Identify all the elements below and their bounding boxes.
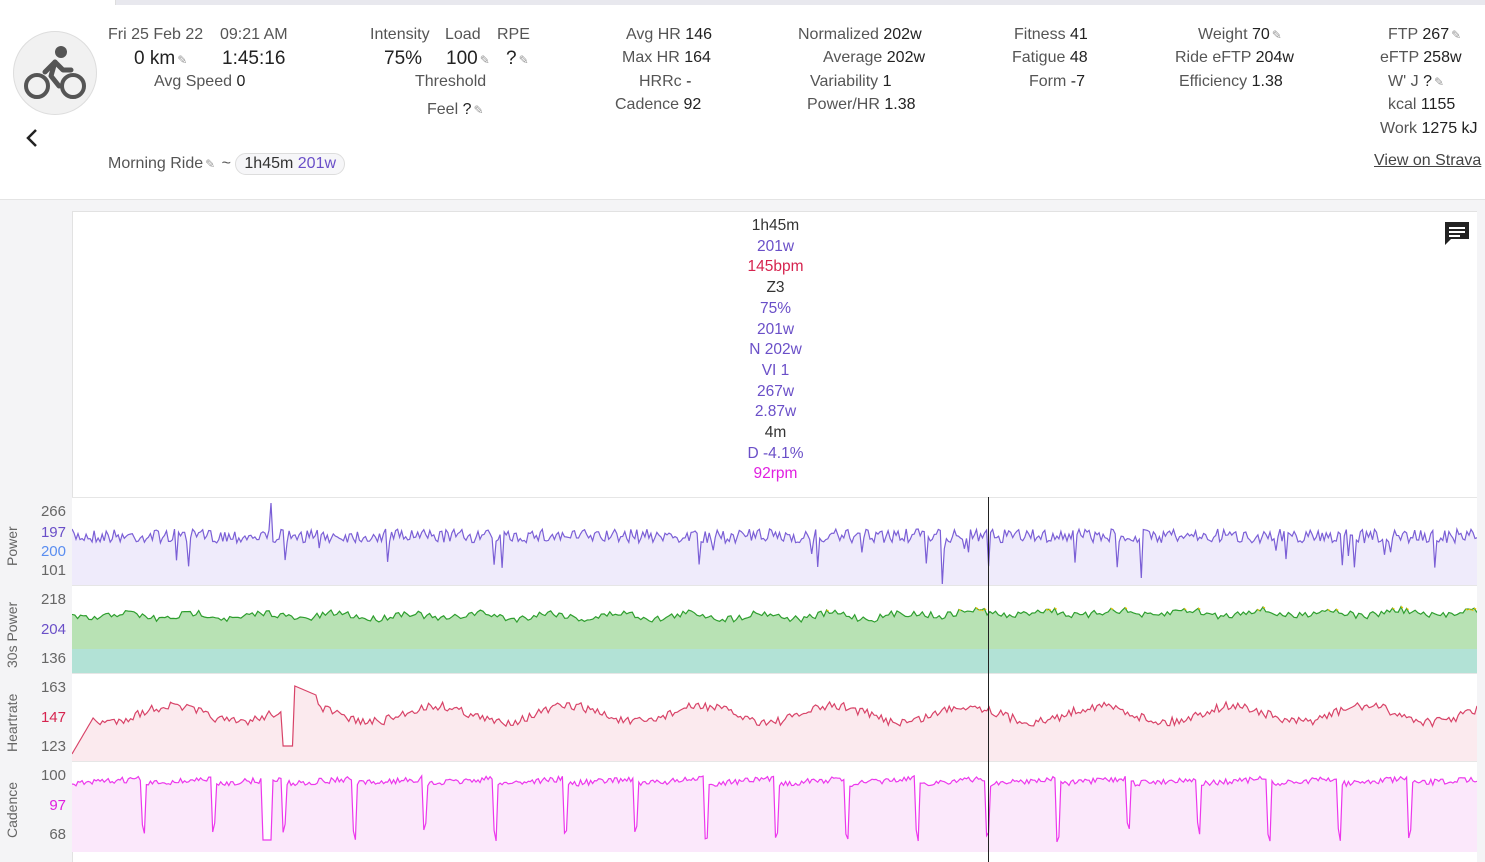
activity-header: Fri 25 Feb 22 09:21 AM 0 km ✎ 1:45:16 Avg…	[0, 5, 1485, 200]
heartrate-tick-label: 147	[40, 709, 66, 726]
cadence-tick-label: 97	[49, 797, 66, 814]
fatigue: Fatigue 48	[1012, 49, 1088, 66]
power30-chart[interactable]	[71, 585, 1478, 674]
heartrate-tick-label: 123	[40, 738, 66, 755]
load-value[interactable]: 100 ✎	[446, 48, 490, 69]
pencil-icon[interactable]: ✎	[473, 103, 484, 117]
stat-line: 4m	[764, 424, 787, 442]
stat-line: N 202w	[749, 341, 802, 359]
efficiency: Efficiency 1.38	[1179, 73, 1283, 90]
heartrate-trace	[71, 685, 1478, 762]
heartrate-line	[71, 685, 1478, 755]
duration-value: 1:45:16	[222, 48, 286, 69]
rpe-value[interactable]: ? ✎	[506, 48, 529, 69]
pencil-icon[interactable]: ✎	[1433, 75, 1445, 89]
intensity-label: Intensity	[370, 26, 430, 43]
ride-eftp: Ride eFTP 204w	[1175, 49, 1294, 66]
stat-line: 145bpm	[747, 258, 804, 276]
intensity-value: 75%	[384, 48, 423, 69]
stat-line: 75%	[759, 299, 792, 317]
feel-field[interactable]: Feel ? ✎	[427, 101, 484, 118]
rpe-label: RPE	[497, 26, 530, 43]
power30-zone-band	[72, 649, 1477, 674]
stat-line: 201w	[756, 320, 795, 338]
pencil-icon[interactable]: ✎	[1451, 28, 1462, 42]
distance-value[interactable]: 0 km ✎	[134, 48, 188, 69]
heartrate-chart[interactable]	[71, 673, 1478, 762]
power-tick-label: 266	[40, 503, 66, 520]
pencil-icon[interactable]: ✎	[1271, 28, 1282, 42]
kcal: kcal 1155	[1388, 96, 1456, 113]
power-tick-label: 101	[40, 562, 66, 579]
power-trace	[71, 502, 1478, 586]
power30-tick-label: 136	[40, 650, 66, 667]
power-fill	[72, 503, 1477, 586]
cycling-icon	[13, 31, 97, 115]
pencil-icon[interactable]: ✎	[177, 53, 188, 67]
top-divider	[116, 0, 1485, 5]
stat-line: Z3	[766, 279, 785, 297]
activity-name[interactable]: Morning Ride ✎ ~ 1h45m 201w	[108, 153, 346, 175]
stat-line: 201w	[756, 237, 795, 255]
avg-speed: Avg Speed 0	[154, 73, 246, 90]
cadence-tick-label: 100	[40, 767, 66, 784]
power30-line	[71, 605, 1478, 624]
power30-tick-label: 218	[40, 591, 66, 608]
pencil-icon[interactable]: ✎	[205, 157, 216, 171]
interval-chip[interactable]: 1h45m 201w	[235, 153, 346, 175]
w-prime[interactable]: W' J ? ✎	[1388, 73, 1445, 90]
pencil-icon[interactable]: ✎	[479, 53, 490, 67]
variability: Variability 1	[810, 73, 892, 90]
fitness: Fitness 41	[1014, 26, 1088, 43]
cadence-chart[interactable]	[71, 761, 1478, 852]
stat-line: 1h45m	[751, 217, 800, 234]
stat-line: D -4.1%	[747, 444, 804, 462]
power30-tick-label: 204	[40, 621, 66, 638]
eftp: eFTP 258w	[1380, 49, 1462, 66]
average-power: Average 202w	[823, 49, 926, 66]
ftp[interactable]: FTP 267 ✎	[1388, 26, 1462, 43]
cadence-tick-label: 68	[49, 826, 66, 843]
power-tick-label: 200	[40, 543, 66, 560]
pencil-icon[interactable]: ✎	[518, 53, 529, 67]
power30-over-threshold	[826, 606, 1477, 612]
stat-line: 267w	[756, 382, 795, 400]
cadence-stat: Cadence 92	[615, 96, 702, 113]
avg-hr: Avg HR 146	[626, 26, 712, 43]
heartrate-tick-label: 163	[40, 679, 66, 696]
max-hr: Max HR 164	[622, 49, 711, 66]
stat-line: 2.87w	[754, 403, 797, 421]
activity-time: 09:21 AM	[220, 26, 288, 43]
cadence-trace	[71, 774, 1478, 852]
hrrc: HRRc -	[639, 73, 692, 90]
activity-date: Fri 25 Feb 22	[108, 26, 204, 43]
form: Form -7	[1029, 73, 1086, 90]
load-label: Load	[445, 26, 481, 43]
time-cursor[interactable]	[988, 497, 989, 862]
cadence-line	[71, 774, 1478, 843]
weight[interactable]: Weight 70 ✎	[1198, 26, 1282, 43]
view-on-strava-link[interactable]: View on Strava	[1374, 152, 1482, 169]
power-line	[71, 502, 1478, 585]
normalized-power: Normalized 202w	[798, 26, 922, 43]
power30-trace	[71, 605, 1478, 674]
power-hr: Power/HR 1.38	[807, 96, 916, 113]
comment-icon[interactable]	[1443, 220, 1471, 246]
threshold-label: Threshold	[415, 73, 487, 90]
heartrate-fill	[72, 686, 1477, 762]
chevron-left-icon[interactable]	[24, 127, 40, 155]
stats-list: 1h45m 201w 145bpm Z3 75% 201w N 202w VI 1 267w 2.…	[73, 216, 1478, 485]
power-chart[interactable]	[71, 497, 1478, 586]
work: Work 1275 kJ	[1380, 120, 1478, 137]
stat-line: 92rpm	[753, 465, 798, 483]
power-tick-label: 197	[40, 524, 66, 541]
stat-line: VI 1	[761, 361, 790, 379]
